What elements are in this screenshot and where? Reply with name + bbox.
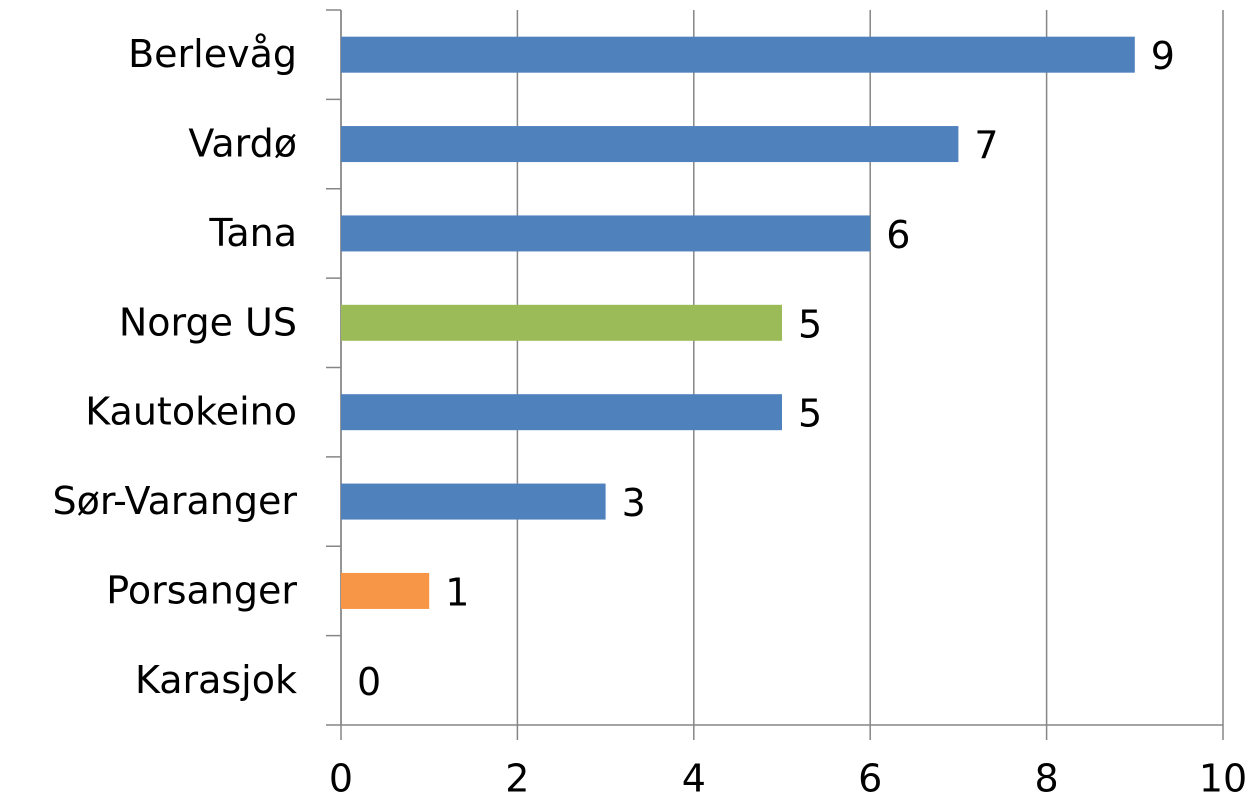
y-tick-label: Karasjok xyxy=(135,658,297,702)
value-label: 5 xyxy=(798,392,822,436)
x-tick-label: 0 xyxy=(329,757,353,801)
x-tick-label: 6 xyxy=(858,757,882,801)
x-tick-label: 10 xyxy=(1199,757,1247,801)
value-label: 6 xyxy=(886,213,910,257)
bar xyxy=(341,36,1135,73)
y-tick-label: Sør-Varanger xyxy=(53,479,298,523)
y-tick-label: Vardø xyxy=(188,122,297,166)
bar xyxy=(341,126,959,163)
y-tick-label: Kautokeino xyxy=(85,390,297,434)
value-label: 3 xyxy=(622,481,646,525)
y-tick-label: Berlevåg xyxy=(128,32,297,76)
x-tick-label: 4 xyxy=(682,757,706,801)
bar xyxy=(341,572,430,609)
value-label: 1 xyxy=(445,570,469,614)
y-tick-label: Porsanger xyxy=(106,568,297,612)
x-tick-label: 8 xyxy=(1035,757,1059,801)
value-label: 7 xyxy=(974,124,998,168)
bar xyxy=(341,215,871,252)
value-label: 9 xyxy=(1151,34,1175,78)
y-tick-label: Norge US xyxy=(119,300,297,344)
bar xyxy=(341,304,782,341)
y-tick-label: Tana xyxy=(208,211,297,255)
bar xyxy=(341,394,782,431)
value-label: 0 xyxy=(357,660,381,704)
x-tick-label: 2 xyxy=(505,757,529,801)
value-label: 5 xyxy=(798,302,822,346)
bar xyxy=(341,483,606,520)
